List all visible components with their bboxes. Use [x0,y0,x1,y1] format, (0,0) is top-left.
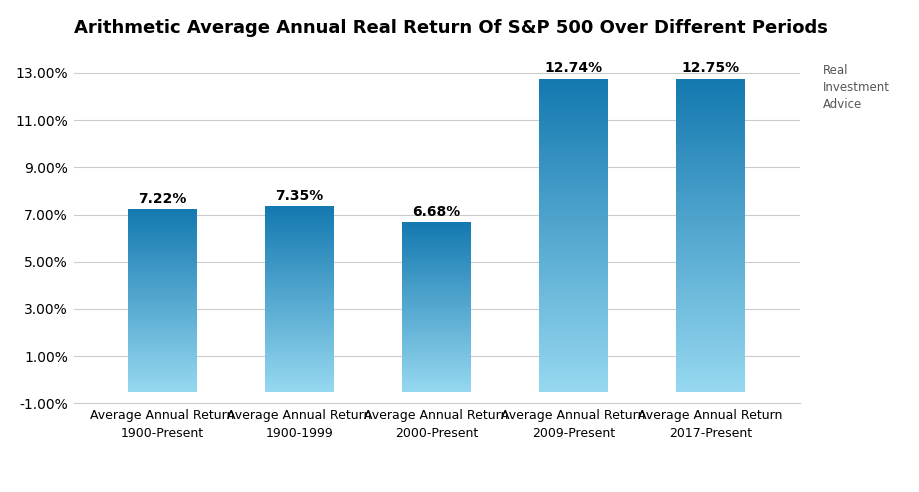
Text: 7.35%: 7.35% [276,189,323,203]
Text: Real
Investment
Advice: Real Investment Advice [823,64,890,111]
Text: 7.22%: 7.22% [139,192,187,206]
Text: 6.68%: 6.68% [413,205,460,218]
Text: 12.75%: 12.75% [681,61,740,75]
Text: Arithmetic Average Annual Real Return Of S&P 500 Over Different Periods: Arithmetic Average Annual Real Return Of… [74,19,827,36]
Text: 12.74%: 12.74% [544,62,603,75]
